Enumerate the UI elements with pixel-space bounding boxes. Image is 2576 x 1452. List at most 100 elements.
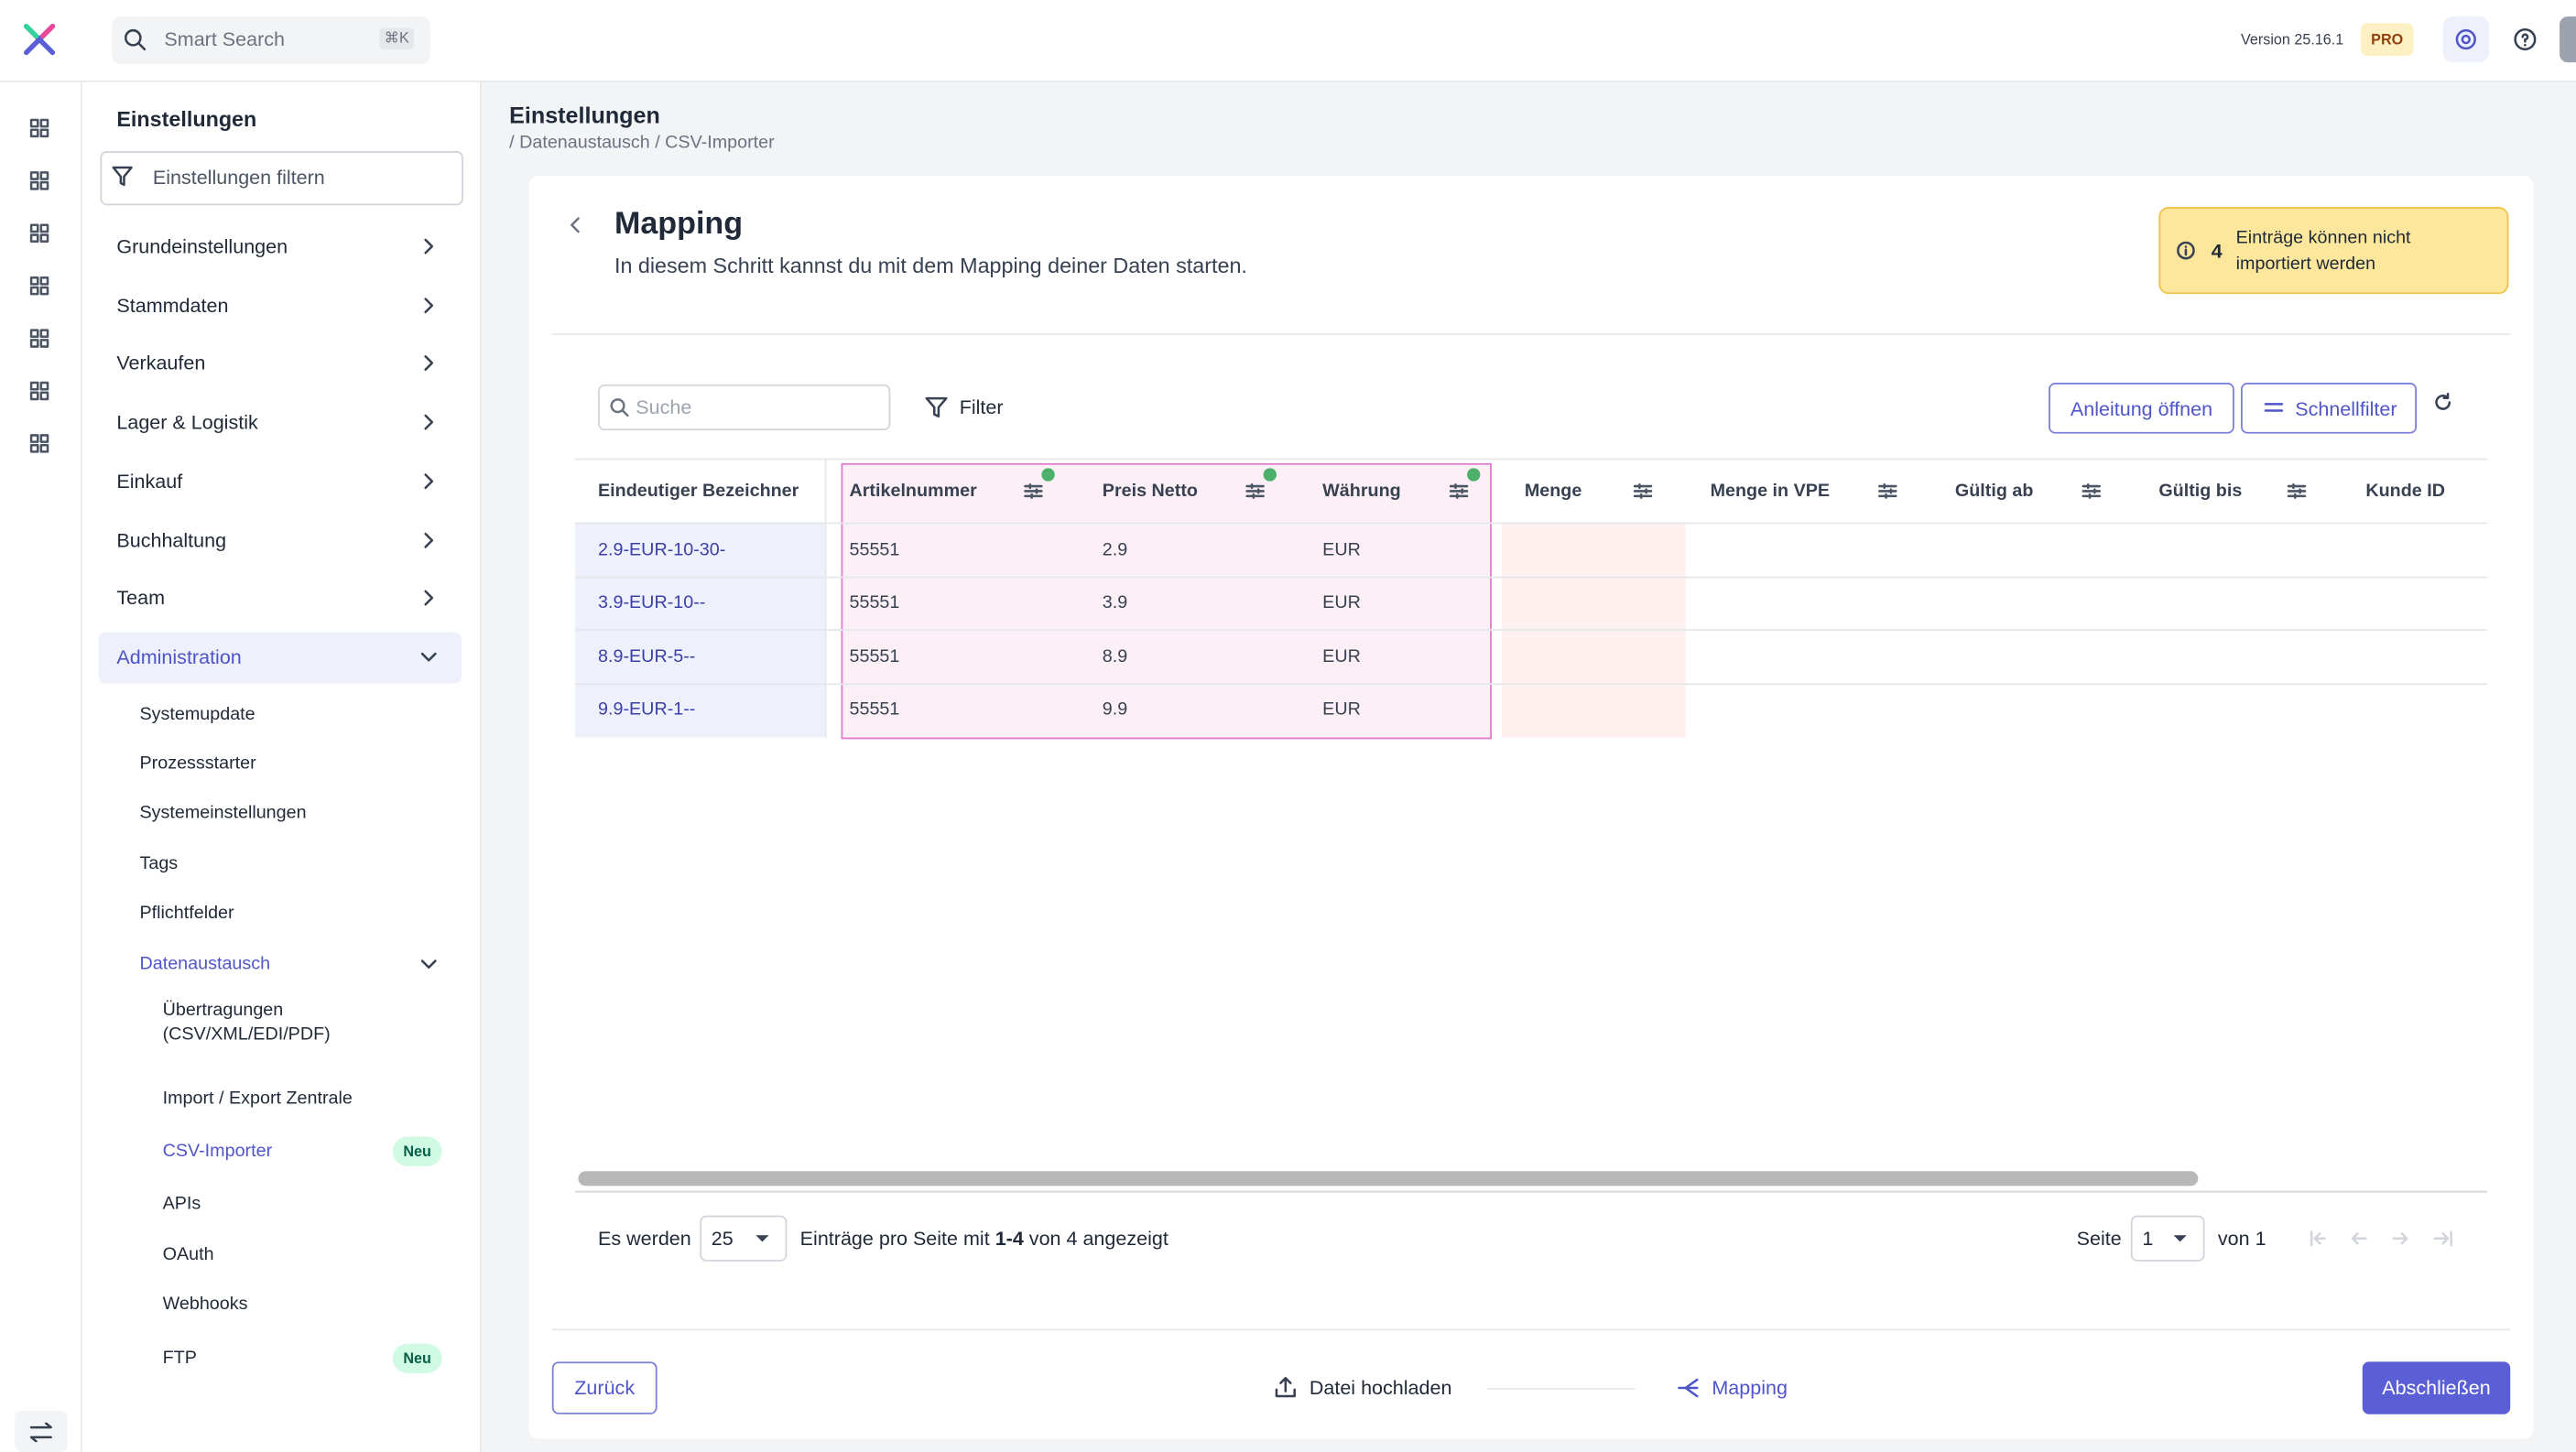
- page-size-select[interactable]: [700, 1215, 788, 1262]
- filter-button[interactable]: Filter: [959, 396, 1004, 419]
- cell: 2.9: [1102, 539, 1128, 559]
- nav-item-active[interactable]: [98, 632, 462, 684]
- table-search-placeholder: Suche: [636, 396, 692, 419]
- filter-icon[interactable]: [925, 396, 948, 418]
- divider: [551, 333, 2511, 336]
- column-settings[interactable]: [1245, 482, 1266, 502]
- nav-subitem[interactable]: OAuth: [162, 1244, 214, 1265]
- logo[interactable]: [21, 21, 57, 57]
- cell: EUR: [1322, 539, 1361, 559]
- guide-button[interactable]: Anleitung öffnen: [2049, 383, 2234, 434]
- cell[interactable]: 2.9-EUR-10-30-: [598, 539, 726, 559]
- nav-section[interactable]: Team: [116, 586, 166, 610]
- nav-item[interactable]: Prozessstarter: [139, 753, 256, 775]
- nav-subitem[interactable]: CSV-Importer: [162, 1141, 273, 1162]
- settings-icon: [2455, 28, 2476, 50]
- row-border: [574, 575, 2488, 578]
- sidebar-title: Einstellungen: [116, 106, 257, 132]
- chevron[interactable]: [418, 412, 439, 432]
- step-upload: Datei hochladen: [1309, 1376, 1452, 1400]
- row-border: [574, 629, 2488, 632]
- column-header: Gültig bis: [2158, 481, 2243, 502]
- nav-subitem[interactable]: APIs: [162, 1194, 201, 1214]
- column-settings[interactable]: [2081, 482, 2102, 502]
- cell: EUR: [1322, 592, 1361, 613]
- cell: 9.9: [1102, 699, 1128, 721]
- rail-icon[interactable]: [29, 381, 49, 401]
- upload-icon: [1275, 1377, 1296, 1398]
- switch-icon: [29, 1422, 52, 1443]
- column-divider: [824, 460, 827, 738]
- column-settings[interactable]: [1449, 482, 1469, 502]
- cell: EUR: [1322, 646, 1361, 666]
- page-select[interactable]: [2130, 1215, 2205, 1262]
- nav-item[interactable]: Tags: [139, 853, 179, 874]
- nav-section[interactable]: Stammdaten: [116, 293, 229, 317]
- cell[interactable]: 9.9-EUR-1--: [598, 699, 696, 721]
- new-badge: Neu: [392, 1343, 442, 1373]
- avatar[interactable]: [2560, 16, 2576, 63]
- rail-icon[interactable]: [29, 171, 49, 191]
- scrollbar[interactable]: [578, 1171, 2199, 1187]
- search-icon: [610, 398, 629, 417]
- nav-section[interactable]: Buchhaltung: [116, 527, 227, 551]
- new-badge: Neu: [392, 1136, 442, 1166]
- rail-icon[interactable]: [29, 118, 49, 138]
- nav-subitem[interactable]: Webhooks: [162, 1294, 248, 1315]
- breadcrumb[interactable]: / Datenaustausch / CSV-Importer: [509, 133, 775, 153]
- nav-section[interactable]: Lager & Logistik: [116, 410, 258, 434]
- cell: EUR: [1322, 699, 1361, 721]
- column-settings[interactable]: [1024, 482, 1044, 502]
- nav-item[interactable]: Systemeinstellungen: [139, 803, 307, 823]
- cell: 8.9: [1102, 646, 1128, 666]
- table-search[interactable]: [598, 384, 891, 431]
- nav-section[interactable]: Grundeinstellungen: [116, 234, 288, 258]
- nav-subitem[interactable]: Übertragungen (CSV/XML/EDI/PDF): [162, 1000, 331, 1046]
- nav-subitem[interactable]: Import / Export Zentrale: [162, 1089, 353, 1110]
- column-settings[interactable]: [1633, 482, 1653, 502]
- column-settings[interactable]: [1878, 482, 1898, 502]
- nav-subitem[interactable]: FTP: [162, 1348, 197, 1369]
- smart-search[interactable]: [111, 16, 431, 64]
- chevron[interactable]: [418, 954, 439, 974]
- page-nav[interactable]: [2310, 1230, 2457, 1247]
- cell[interactable]: 3.9-EUR-10--: [598, 592, 706, 613]
- mapped-dot: [1041, 468, 1055, 482]
- table-bottom-border: [574, 1190, 2488, 1193]
- chevron[interactable]: [418, 353, 439, 374]
- chevron[interactable]: [418, 647, 439, 667]
- quickfilter-button[interactable]: Schnellfilter: [2241, 383, 2417, 434]
- nav-section[interactable]: Verkaufen: [116, 352, 206, 375]
- refresh-icon[interactable]: [2433, 392, 2453, 413]
- mapped-columns: [841, 462, 1492, 740]
- finish-button[interactable]: Abschließen: [2362, 1361, 2511, 1414]
- back-chevron[interactable]: [569, 217, 582, 233]
- sidebar-filter[interactable]: [100, 151, 463, 206]
- divider: [551, 1328, 2511, 1331]
- cell[interactable]: 8.9-EUR-5--: [598, 646, 696, 666]
- column-header: Gültig ab: [1954, 481, 2034, 502]
- chevron[interactable]: [418, 471, 439, 492]
- nav-item[interactable]: Datenaustausch: [139, 954, 271, 974]
- nav-item[interactable]: Systemupdate: [139, 704, 255, 725]
- chevron[interactable]: [418, 236, 439, 256]
- rail-icon[interactable]: [29, 276, 49, 296]
- help-icon[interactable]: [2514, 28, 2537, 51]
- rail-icon[interactable]: [29, 434, 49, 454]
- nav-section[interactable]: Administration: [116, 645, 242, 669]
- switch-button[interactable]: [15, 1411, 68, 1452]
- column-settings[interactable]: [2287, 482, 2307, 502]
- back-button[interactable]: Zurück: [551, 1361, 658, 1414]
- chevron[interactable]: [418, 530, 439, 550]
- cell: 55551: [849, 592, 900, 613]
- chevron[interactable]: [418, 295, 439, 315]
- alert: [2158, 207, 2509, 295]
- chevron[interactable]: [418, 589, 439, 609]
- rail-icon[interactable]: [29, 329, 49, 349]
- settings-button[interactable]: [2442, 16, 2489, 63]
- nav-section[interactable]: Einkauf: [116, 469, 183, 493]
- nav-item[interactable]: Pflichtfelder: [139, 903, 234, 924]
- rail-icon[interactable]: [29, 223, 49, 244]
